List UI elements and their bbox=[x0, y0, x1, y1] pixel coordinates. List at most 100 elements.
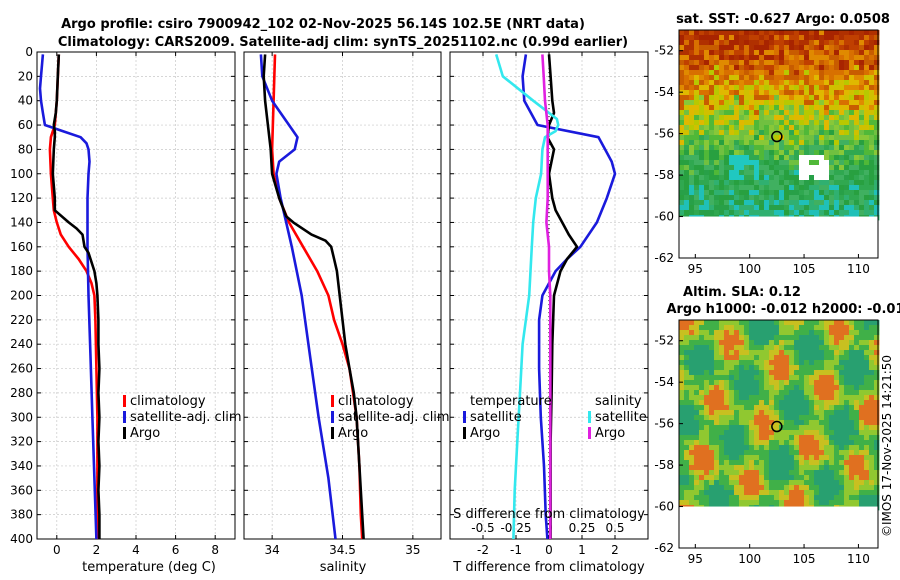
map-cell bbox=[799, 455, 805, 461]
map-cell bbox=[719, 410, 725, 416]
map-cell bbox=[689, 480, 695, 486]
map-cell bbox=[814, 30, 820, 36]
map-cell bbox=[719, 395, 725, 401]
map-cell bbox=[784, 495, 790, 501]
map-cell bbox=[764, 470, 770, 476]
map-x-tick-label: 110 bbox=[847, 552, 870, 566]
map-cell bbox=[684, 470, 690, 476]
map-cell bbox=[844, 200, 850, 206]
map-cell bbox=[824, 355, 830, 361]
imos-credit: ©IMOS 17-Nov-2025 14:21:50 bbox=[880, 355, 894, 537]
map-cell bbox=[754, 85, 760, 91]
map-cell bbox=[809, 395, 815, 401]
map-cell bbox=[809, 465, 815, 471]
map-cell bbox=[704, 415, 710, 421]
map-cell bbox=[689, 210, 695, 216]
map-cell bbox=[719, 110, 725, 116]
map-cell bbox=[759, 375, 765, 381]
map-cell bbox=[809, 105, 815, 111]
map-cell bbox=[839, 145, 845, 151]
map-cell bbox=[744, 130, 750, 136]
x-tick-label: 2 bbox=[611, 543, 619, 557]
map-cell bbox=[874, 320, 880, 326]
map-cell bbox=[814, 80, 820, 86]
map-cell bbox=[779, 410, 785, 416]
map-cell bbox=[854, 415, 860, 421]
map-cell bbox=[759, 130, 765, 136]
map-cell bbox=[679, 395, 685, 401]
map-cell bbox=[789, 55, 795, 61]
map-cell bbox=[854, 325, 860, 331]
map-cell bbox=[819, 395, 825, 401]
map-cell bbox=[874, 500, 880, 506]
map-cell bbox=[844, 350, 850, 356]
map-cell bbox=[834, 330, 840, 336]
map-cell bbox=[754, 140, 760, 146]
map-cell bbox=[694, 490, 700, 496]
map-cell bbox=[834, 190, 840, 196]
map-cell bbox=[689, 200, 695, 206]
map-cell bbox=[804, 465, 810, 471]
map-cell bbox=[779, 475, 785, 481]
map-cell bbox=[869, 35, 875, 41]
map-cell bbox=[679, 405, 685, 411]
map-cell bbox=[874, 100, 880, 106]
map-cell bbox=[864, 340, 870, 346]
map-cell bbox=[714, 60, 720, 66]
map-cell bbox=[844, 85, 850, 91]
map-cell bbox=[679, 205, 685, 211]
map-cell bbox=[684, 420, 690, 426]
map-cell bbox=[794, 80, 800, 86]
map-cell bbox=[699, 45, 705, 51]
map-cell bbox=[819, 500, 825, 506]
map-cell bbox=[724, 430, 730, 436]
map-cell bbox=[854, 440, 860, 446]
map-cell bbox=[794, 485, 800, 491]
map-cell bbox=[709, 330, 715, 336]
map-cell bbox=[824, 120, 830, 126]
map-cell bbox=[789, 110, 795, 116]
map-cell bbox=[844, 55, 850, 61]
map-cell bbox=[764, 400, 770, 406]
map-cell bbox=[714, 460, 720, 466]
map-cell bbox=[784, 195, 790, 201]
map-cell bbox=[764, 370, 770, 376]
map-cell bbox=[789, 400, 795, 406]
map-cell bbox=[824, 95, 830, 101]
map-cell bbox=[819, 425, 825, 431]
map-cell bbox=[774, 210, 780, 216]
map-cell bbox=[779, 30, 785, 36]
map-cell bbox=[839, 120, 845, 126]
map-cell bbox=[704, 350, 710, 356]
map-cell bbox=[754, 210, 760, 216]
map-cell bbox=[779, 45, 785, 51]
map-cell bbox=[679, 485, 685, 491]
y-tick-label: 380 bbox=[10, 508, 33, 522]
map-cell bbox=[759, 30, 765, 36]
map-cell bbox=[714, 340, 720, 346]
map-cell bbox=[719, 200, 725, 206]
map-cell bbox=[774, 110, 780, 116]
map-cell bbox=[694, 340, 700, 346]
map-cell bbox=[724, 195, 730, 201]
map-cell bbox=[704, 420, 710, 426]
map-cell bbox=[764, 435, 770, 441]
map-cell bbox=[769, 440, 775, 446]
map-cell bbox=[839, 450, 845, 456]
map-cell bbox=[874, 125, 880, 131]
map-cell bbox=[839, 475, 845, 481]
map-cell bbox=[809, 385, 815, 391]
map-cell bbox=[789, 355, 795, 361]
map-cell bbox=[679, 95, 685, 101]
map-cell bbox=[759, 145, 765, 151]
map-cell bbox=[699, 145, 705, 151]
map-cell bbox=[824, 70, 830, 76]
map-cell bbox=[794, 430, 800, 436]
map-cell bbox=[789, 35, 795, 41]
map-cell bbox=[724, 320, 730, 326]
map-cell bbox=[834, 130, 840, 136]
map-cell bbox=[804, 45, 810, 51]
map-cell bbox=[864, 420, 870, 426]
map-cell bbox=[739, 485, 745, 491]
map-cell bbox=[809, 460, 815, 466]
